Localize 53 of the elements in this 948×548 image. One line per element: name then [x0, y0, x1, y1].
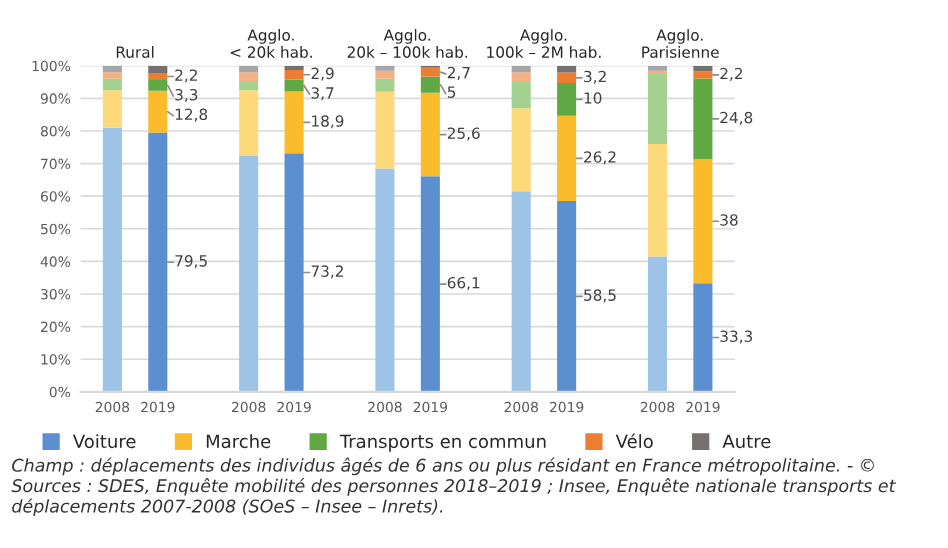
- bar: [375, 65, 395, 71]
- bar: [693, 78, 713, 160]
- bar: [557, 201, 577, 392]
- bar: [647, 65, 668, 71]
- bar: [420, 67, 440, 77]
- bar: [557, 83, 577, 116]
- bar: [284, 79, 304, 92]
- bar: [148, 132, 168, 392]
- bar: [420, 92, 440, 177]
- bar: [375, 91, 395, 169]
- bar: [148, 72, 168, 81]
- bar: [239, 90, 259, 156]
- bar: [102, 65, 122, 73]
- bar: [102, 78, 122, 91]
- bar: [511, 191, 531, 392]
- bar: [693, 159, 713, 284]
- bar: [557, 65, 577, 73]
- bar: [511, 65, 531, 73]
- legend-label: Marche: [206, 434, 271, 449]
- bar: [148, 90, 168, 133]
- bar: [148, 80, 168, 91]
- legend-label: Voiture: [72, 434, 136, 449]
- bar: [647, 144, 668, 257]
- legend-label: Autre: [722, 434, 771, 449]
- text: Champ : déplacements des individus âgés de 6 ans ou plus résidant en France métropolitaine. - © Sources : SDES, Enquête mobilité des personnes 2018–2019 ; Insee, Enquête nationale transports et déplacements 2007-2008 (SOeS – Insee – Inrets).: [11, 457, 897, 517]
- bar: [375, 78, 395, 92]
- bar: [102, 72, 122, 79]
- bar: [239, 82, 259, 91]
- bar: [420, 76, 440, 93]
- bar: [239, 72, 259, 83]
- bar: [420, 176, 440, 392]
- bar: [557, 72, 577, 84]
- bar: [693, 71, 713, 79]
- bar: [511, 108, 531, 192]
- bar: [239, 155, 259, 392]
- legend-label: Transports en commun: [339, 434, 546, 452]
- legend-label: Vélo: [615, 433, 653, 449]
- bar: [647, 256, 668, 392]
- bar: [375, 70, 395, 79]
- bar: [284, 70, 304, 80]
- bar: [511, 82, 531, 109]
- bar: [284, 153, 304, 392]
- bar: [375, 168, 395, 392]
- bar: [511, 72, 531, 83]
- bar: [239, 65, 259, 73]
- bar: [557, 115, 577, 202]
- bar: [102, 90, 122, 128]
- bar: [284, 91, 304, 154]
- bar: [693, 65, 713, 72]
- bar: [693, 283, 713, 392]
- bar: [647, 73, 668, 145]
- bar: [148, 65, 168, 73]
- bar: [102, 127, 122, 392]
